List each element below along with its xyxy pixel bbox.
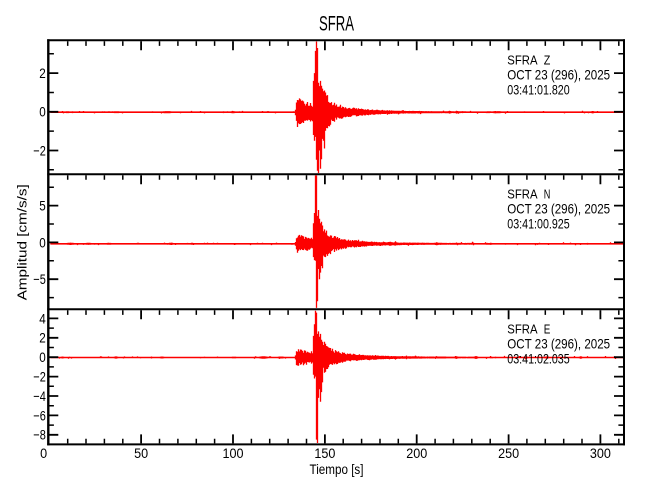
svg-text:−5: −5: [33, 272, 46, 288]
svg-text:0: 0: [39, 105, 46, 121]
svg-text:SFRA: SFRA: [507, 322, 537, 337]
svg-text:OCT 23 (296), 2025: OCT 23 (296), 2025: [507, 337, 610, 352]
svg-text:0: 0: [40, 446, 47, 462]
svg-text:N: N: [544, 186, 551, 201]
svg-text:2: 2: [39, 66, 46, 82]
svg-text:300: 300: [590, 446, 611, 462]
svg-text:03:41:01.820: 03:41:01.820: [507, 83, 570, 98]
svg-text:−2: −2: [33, 370, 46, 386]
svg-text:150: 150: [314, 446, 335, 462]
svg-text:−2: −2: [33, 143, 46, 159]
svg-text:SFRA: SFRA: [507, 186, 537, 201]
svg-text:100: 100: [223, 446, 244, 462]
svg-text:0: 0: [39, 350, 46, 366]
svg-text:−4: −4: [33, 389, 46, 405]
svg-text:2: 2: [39, 331, 46, 347]
svg-text:Amplitud [cm/s/s]: Amplitud [cm/s/s]: [14, 184, 29, 300]
svg-text:OCT 23 (296), 2025: OCT 23 (296), 2025: [507, 68, 610, 83]
svg-text:50: 50: [134, 446, 148, 462]
svg-text:4: 4: [39, 311, 46, 327]
svg-text:−8: −8: [33, 428, 46, 444]
svg-text:SFRA: SFRA: [319, 13, 354, 36]
svg-text:200: 200: [406, 446, 427, 462]
svg-text:SFRA: SFRA: [507, 53, 537, 68]
svg-text:E: E: [544, 322, 551, 337]
svg-text:Z: Z: [544, 53, 551, 68]
svg-text:OCT 23 (296), 2025: OCT 23 (296), 2025: [507, 201, 610, 216]
svg-text:0: 0: [39, 235, 46, 251]
svg-text:250: 250: [498, 446, 519, 462]
svg-text:−6: −6: [33, 408, 46, 424]
svg-text:5: 5: [39, 199, 46, 215]
svg-text:03:41:00.925: 03:41:00.925: [507, 216, 569, 231]
svg-text:Tiempo [s]: Tiempo [s]: [310, 462, 364, 478]
svg-text:03:41:02.035: 03:41:02.035: [507, 352, 569, 367]
